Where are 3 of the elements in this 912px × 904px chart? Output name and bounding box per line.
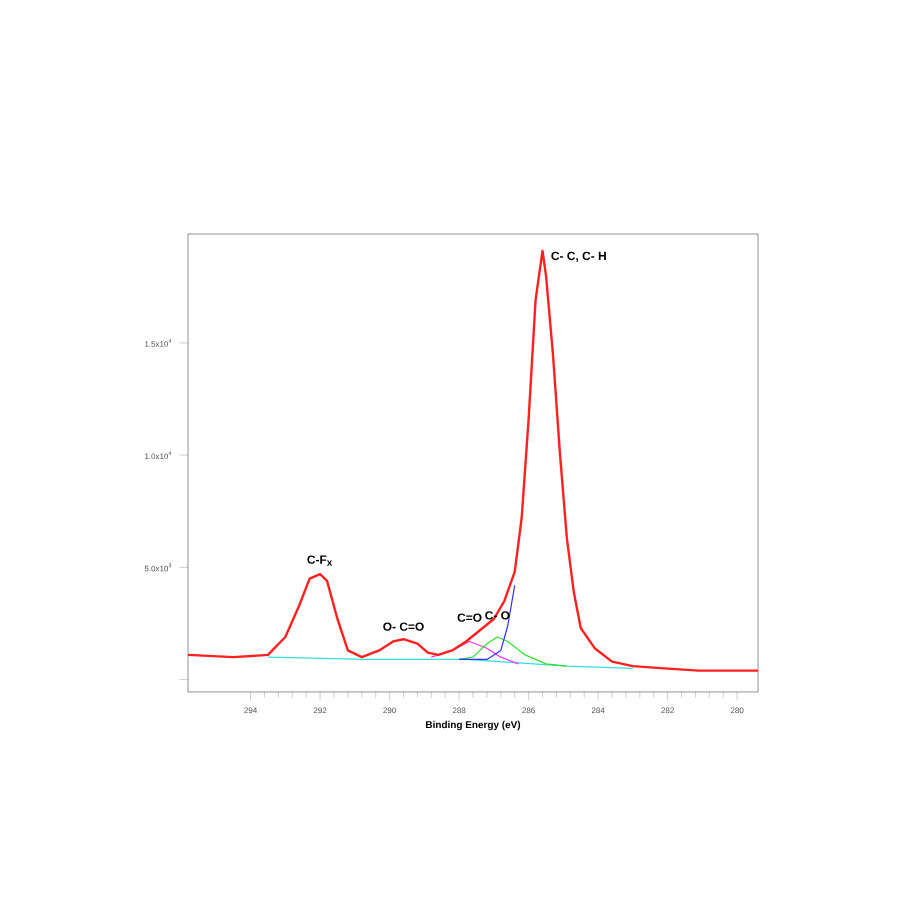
line-series <box>458 636 568 667</box>
line-series <box>458 584 516 661</box>
line-series <box>188 249 759 672</box>
